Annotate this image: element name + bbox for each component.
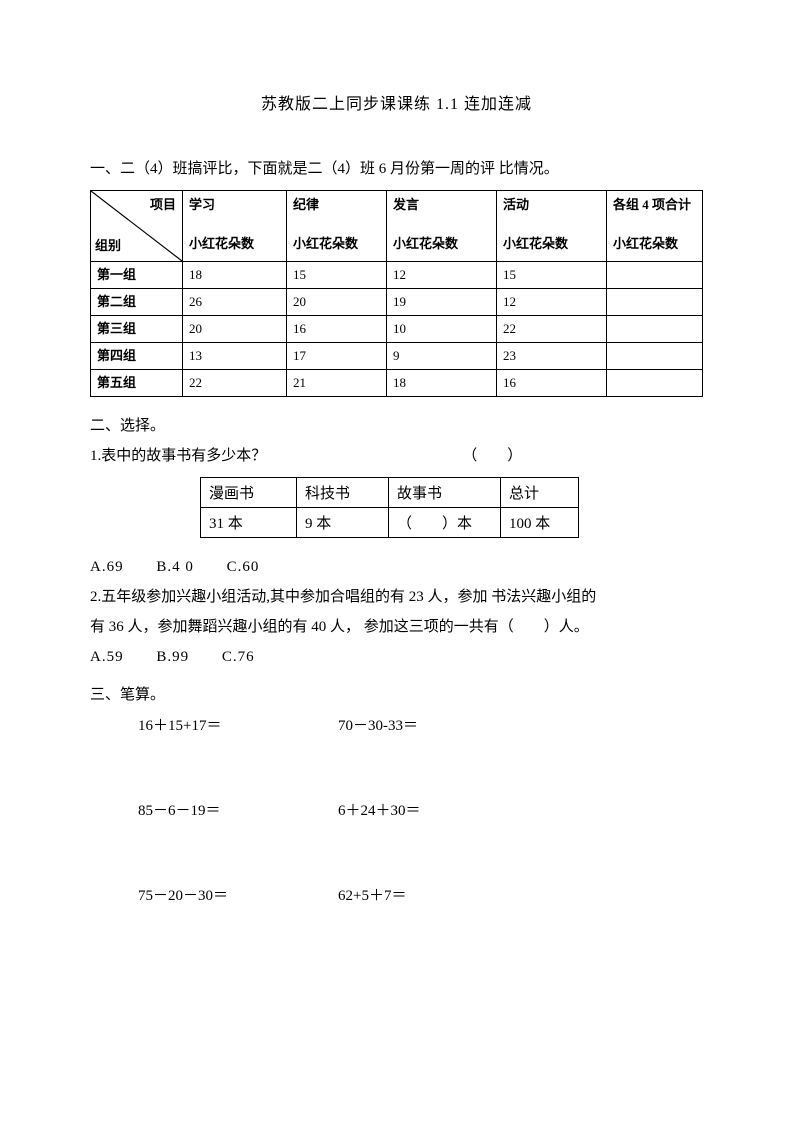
q1-options: A.69 B.4 0 C.60 [90,552,703,582]
table-cell: 16 [287,316,387,343]
section2-heading: 二、选择。 [90,411,703,441]
books-table: 漫画书科技书故事书总计31 本9 本（ ）本100 本 [200,477,579,538]
table-cell: 21 [287,370,387,397]
row-label: 第五组 [91,370,183,397]
table-header: 纪律小红花朵数 [287,191,387,262]
q1-stem: 1.表中的故事书有多少本？ [90,448,266,464]
table-cell [607,343,703,370]
table-header-row: 项目组别学习小红花朵数纪律小红花朵数发言小红花朵数活动小红花朵数各组 4 项合计… [91,191,703,262]
table-row: 第四组1317923 [91,343,703,370]
table-cell: 9 [387,343,497,370]
table-cell: 故事书 [389,478,501,508]
table-cell: 20 [287,289,387,316]
table-cell: 100 本 [501,508,579,538]
table-cell: 15 [497,262,607,289]
table-row: 第五组22211816 [91,370,703,397]
table-header: 各组 4 项合计小红花朵数 [607,191,703,262]
q1-opt-b: B.4 0 [156,559,194,575]
table-cell: 12 [497,289,607,316]
corner-bottom: 组别 [95,236,121,257]
corner-cell: 项目组别 [91,191,183,262]
table-cell: 科技书 [297,478,389,508]
table-row: 第二组26201912 [91,289,703,316]
table-cell: 13 [183,343,287,370]
section1-intro: 一、二（4）班搞评比，下面就是二（4）班 6 月份第一周的评 比情况。 [90,154,703,184]
table-row: 第一组18151215 [91,262,703,289]
corner-top: 项目 [150,195,176,216]
table-header: 学习小红花朵数 [183,191,287,262]
table-row: 31 本9 本（ ）本100 本 [201,508,579,538]
table-cell: 18 [183,262,287,289]
table-cell [607,289,703,316]
calc-row: 16＋15+17＝70－30-33＝ [138,714,703,735]
table-cell: 10 [387,316,497,343]
calc-right: 6＋24＋30＝ [338,799,421,820]
q1-opt-c: C.60 [227,559,260,575]
table-cell: 26 [183,289,287,316]
table-body: 第一组18151215第二组26201912第三组20161022第四组1317… [91,262,703,397]
table-cell: （ ）本 [389,508,501,538]
evaluation-table: 项目组别学习小红花朵数纪律小红花朵数发言小红花朵数活动小红花朵数各组 4 项合计… [90,190,703,397]
table-cell: 19 [387,289,497,316]
q2-line1: 2.五年级参加兴趣小组活动,其中参加合唱组的有 23 人，参加 书法兴趣小组的 [90,582,703,612]
table-header: 发言小红花朵数 [387,191,497,262]
calc-row: 85－6－19＝6＋24＋30＝ [138,799,703,820]
table-cell [607,316,703,343]
row-label: 第一组 [91,262,183,289]
calc-left: 85－6－19＝ [138,799,338,820]
page: 苏教版二上同步课课练 1.1 连加连减 一、二（4）班搞评比，下面就是二（4）班… [0,0,793,1122]
q2-opt-a: A.59 [90,649,124,665]
table-cell: 12 [387,262,497,289]
table-cell: 31 本 [201,508,297,538]
table-cell: 17 [287,343,387,370]
table-cell: 20 [183,316,287,343]
q1-paren: （ ） [462,441,522,471]
table-cell: 16 [497,370,607,397]
q1-text: 1.表中的故事书有多少本？ （ ） [90,441,703,471]
calc-right: 62+5＋7＝ [338,884,406,905]
table-header: 活动小红花朵数 [497,191,607,262]
table-cell: 18 [387,370,497,397]
q2-options: A.59 B.99 C.76 [90,642,703,672]
table-cell [607,262,703,289]
q2-opt-c: C.76 [222,649,255,665]
table-cell: 总计 [501,478,579,508]
section3-heading: 三、笔算。 [90,680,703,710]
table-cell: 22 [497,316,607,343]
calc-row: 75－20－30＝62+5＋7＝ [138,884,703,905]
row-label: 第三组 [91,316,183,343]
table-cell: 漫画书 [201,478,297,508]
table-cell: 23 [497,343,607,370]
table-cell: 9 本 [297,508,389,538]
q1-opt-a: A.69 [90,559,124,575]
page-title: 苏教版二上同步课课练 1.1 连加连减 [90,90,703,114]
calc-left: 16＋15+17＝ [138,714,338,735]
calc-right: 70－30-33＝ [338,714,418,735]
q2-opt-b: B.99 [156,649,189,665]
table-cell: 15 [287,262,387,289]
table-cell [607,370,703,397]
row-label: 第四组 [91,343,183,370]
table-cell: 22 [183,370,287,397]
calc-left: 75－20－30＝ [138,884,338,905]
calc-block: 16＋15+17＝70－30-33＝ 85－6－19＝6＋24＋30＝ 75－20－… [90,714,703,905]
table-row: 第三组20161022 [91,316,703,343]
table-row: 漫画书科技书故事书总计 [201,478,579,508]
q2-line2: 有 36 人，参加舞蹈兴趣小组的有 40 人， 参加这三项的一共有（ ）人。 [90,612,703,642]
row-label: 第二组 [91,289,183,316]
